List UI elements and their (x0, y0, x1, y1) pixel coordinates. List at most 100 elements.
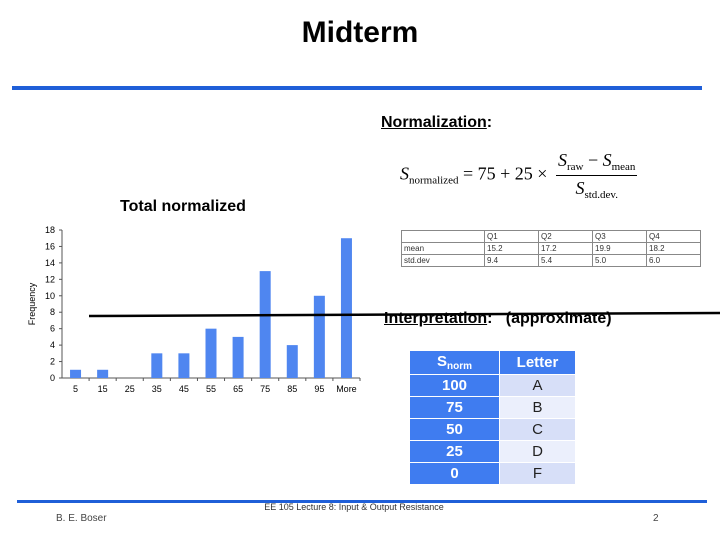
stats-header-cell: Q4 (646, 230, 701, 243)
grade-letter-cell: B (500, 397, 575, 418)
histogram-bar (313, 295, 325, 378)
y-axis-label: Frequency (27, 282, 37, 325)
grade-snorm-cell: 75 (410, 397, 499, 418)
x-tick-label: 95 (314, 384, 324, 394)
interpretation-heading: Interpretation: (approximate) (384, 310, 612, 328)
stats-row: mean 15.2 17.2 19.9 18.2 (401, 242, 701, 255)
histogram-bar (286, 345, 298, 378)
formula-s-std: S (575, 178, 585, 198)
slide-title: Midterm (301, 16, 419, 49)
x-tick-label: 55 (206, 384, 216, 394)
grade-header-snorm: Snorm (410, 351, 499, 374)
x-tick-label: 5 (73, 384, 78, 394)
y-tick-label: 14 (45, 258, 55, 268)
histogram-bar (205, 328, 217, 378)
stats-row: std.dev 9.4 5.4 5.0 6.0 (401, 254, 701, 267)
grade-snorm-cell: 50 (410, 419, 499, 440)
stats-header-row: Q1 Q2 Q3 Q4 (401, 230, 701, 243)
grade-letter-cell: A (500, 375, 575, 396)
stats-table: Q1 Q2 Q3 Q4 mean 15.2 17.2 19.9 18.2 std… (401, 230, 701, 267)
histogram-bar (340, 238, 352, 378)
y-tick-label: 16 (45, 241, 55, 251)
y-tick-label: 2 (50, 357, 55, 367)
formula-denominator: Sstd.dev. (556, 176, 637, 201)
y-tick-label: 8 (50, 307, 55, 317)
formula-fraction: Sraw − Smean Sstd.dev. (555, 150, 638, 201)
x-tick-label: 35 (152, 384, 162, 394)
y-tick-label: 6 (50, 324, 55, 334)
stats-cell: mean (401, 242, 485, 255)
grade-letter-cell: C (500, 419, 575, 440)
normalization-formula: Snormalized = 75 + 25 × Sraw − Smean Sst… (400, 150, 638, 201)
stats-header-cell (401, 230, 485, 243)
histogram-chart: 0 2 4 6 8 10 12 14 16 18 5 15 25 35 45 55 65 75 85 95 More Fr… (27, 225, 361, 394)
grade-row: 0 F (410, 463, 575, 484)
stats-cell: 15.2 (484, 242, 539, 255)
formula-s-lhs: S (400, 163, 409, 184)
x-tick-label: 45 (179, 384, 189, 394)
footer-page-number: 2 (653, 513, 659, 524)
normalization-heading-colon: : (486, 114, 493, 131)
stats-cell: 5.0 (592, 254, 647, 267)
y-tick-label: 10 (45, 291, 55, 301)
y-tick-label: 0 (50, 373, 55, 383)
grade-table: Snorm Letter 100 A 75 B 50 C 25 D 0 F (409, 350, 576, 485)
stats-cell: 5.4 (538, 254, 593, 267)
histogram-bar (259, 271, 271, 378)
normalization-heading-text: Normalization (381, 114, 487, 131)
formula-numerator: Sraw − Smean (555, 150, 638, 176)
formula-s-mean: S (602, 150, 612, 170)
top-divider (12, 86, 702, 90)
interpretation-note: (approximate) (505, 310, 612, 327)
histogram-bar (97, 369, 109, 378)
x-tick-label: 65 (233, 384, 243, 394)
formula-sub-normalized: normalized (409, 174, 459, 187)
grade-letter-cell: F (500, 463, 575, 484)
stats-cell: 18.2 (646, 242, 701, 255)
chart-title: Total normalized (120, 198, 246, 215)
formula-minus: − (583, 150, 603, 170)
grade-snorm-cell: 100 (410, 375, 499, 396)
stats-cell: std.dev (401, 254, 485, 267)
footer-author: B. E. Boser (56, 513, 107, 524)
grade-snorm-cell: 25 (410, 441, 499, 462)
formula-sub-stddev: std.dev. (584, 189, 618, 201)
interpretation-heading-text: Interpretation (384, 310, 488, 327)
formula-sub-raw: raw (566, 161, 584, 173)
x-tick-label: More (336, 384, 357, 394)
grade-snorm-cell: 0 (410, 463, 499, 484)
histogram-bar (70, 369, 82, 378)
x-tick-label: 85 (287, 384, 297, 394)
stats-cell: 19.9 (592, 242, 647, 255)
grade-row: 50 C (410, 419, 575, 440)
grade-letter-cell: D (500, 441, 575, 462)
bottom-divider (17, 500, 707, 503)
y-tick-label: 12 (45, 274, 55, 284)
x-tick-label: 25 (125, 384, 135, 394)
formula-rhs: = 75 + 25 × (462, 163, 548, 184)
histogram-bar (232, 336, 244, 378)
stats-cell: 6.0 (646, 254, 701, 267)
histogram-bar (178, 353, 190, 378)
stats-header-cell: Q2 (538, 230, 593, 243)
grade-header-snorm-s: S (436, 353, 447, 370)
grade-row: 75 B (410, 397, 575, 418)
stats-cell: 9.4 (484, 254, 539, 267)
footer-course: EE 105 Lecture 8: Input & Output Resista… (264, 502, 444, 512)
formula-s-raw: S (557, 150, 567, 170)
grade-row: 25 D (410, 441, 575, 462)
y-tick-label: 18 (45, 225, 55, 235)
grade-header-row: Snorm Letter (410, 351, 575, 374)
normalization-heading: Normalization: (381, 114, 492, 132)
x-tick-label: 15 (98, 384, 108, 394)
stats-cell: 17.2 (538, 242, 593, 255)
grade-header-letter: Letter (500, 351, 575, 374)
x-tick-label: 75 (260, 384, 270, 394)
stats-header-cell: Q1 (484, 230, 539, 243)
grade-header-snorm-sub: norm (447, 361, 472, 372)
formula-sub-mean: mean (611, 161, 636, 173)
grade-row: 100 A (410, 375, 575, 396)
interpretation-heading-colon: : (487, 310, 493, 327)
y-tick-label: 4 (50, 340, 55, 350)
histogram-bar (151, 353, 163, 378)
